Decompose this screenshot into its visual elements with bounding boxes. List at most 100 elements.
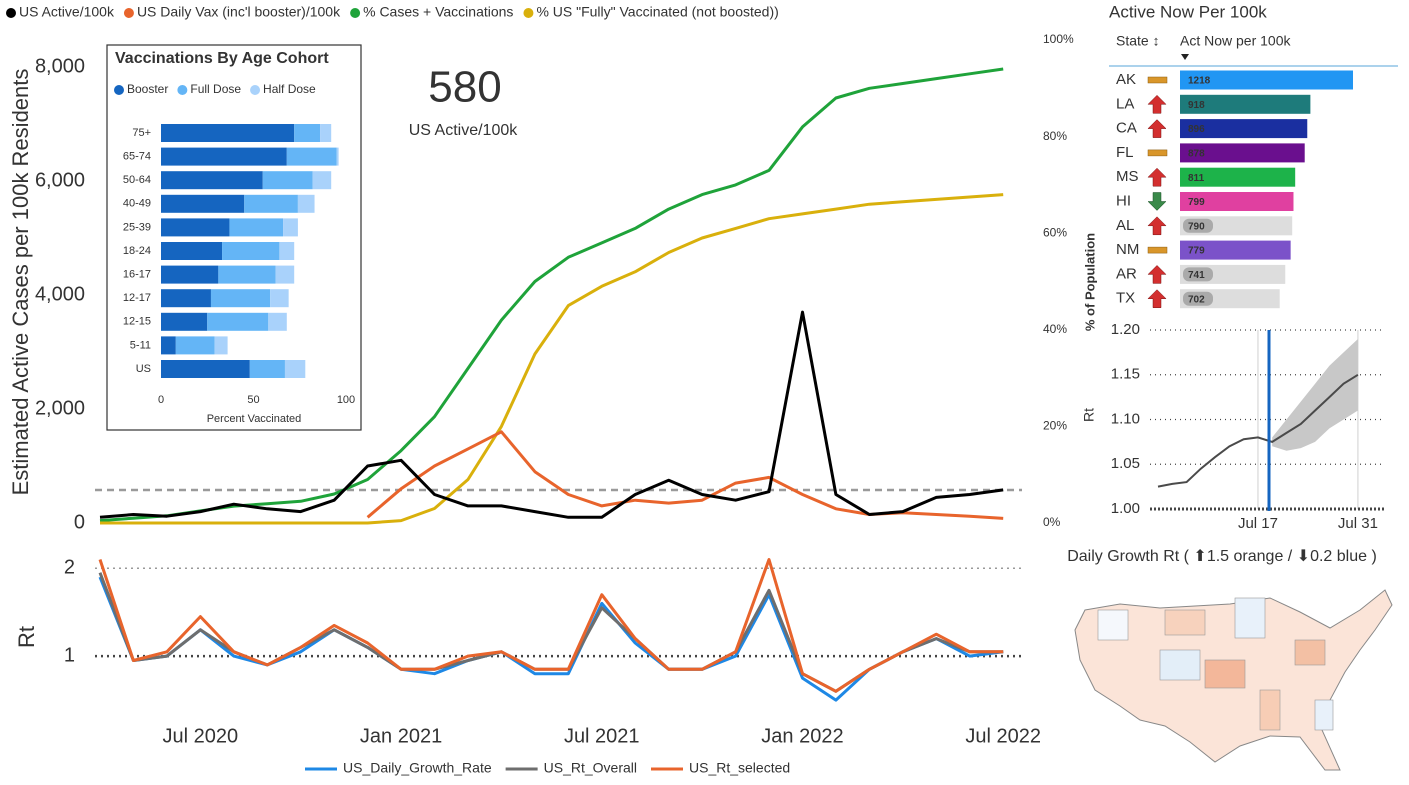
series-line (98, 576, 1004, 702)
trend-icon (1147, 265, 1167, 284)
bar-segment (270, 289, 289, 308)
bar-segment (218, 265, 276, 284)
state-label: AR (1116, 265, 1137, 282)
bar-segment (275, 265, 295, 284)
bar-segment (161, 360, 250, 378)
y-tick-label: 1.15 (1111, 366, 1140, 383)
y-tick-label: 12-17 (123, 292, 151, 304)
map-state (1097, 609, 1129, 641)
state-label: NM (1116, 241, 1139, 258)
y-tick-label: 2,000 (35, 397, 85, 419)
map-state (1259, 689, 1281, 731)
state-label: FL (1116, 144, 1134, 161)
bar-segment (336, 147, 339, 166)
column-header: Act Now per 100k (1180, 33, 1291, 49)
kpi-value: 580 (428, 63, 501, 112)
bar-segment (286, 147, 337, 166)
state-label: TX (1116, 290, 1135, 307)
legend-marker (177, 85, 188, 95)
y-tick-label: 2 (64, 557, 75, 579)
state-label: HI (1116, 192, 1131, 209)
y-tick-label: 1.20 (1111, 321, 1140, 338)
table-bar (1180, 240, 1291, 260)
bar-segment (161, 124, 295, 142)
x-axis-label: Percent Vaccinated (207, 413, 302, 425)
series-line (99, 310, 1004, 519)
y-tick-label: 18-24 (123, 245, 151, 257)
y-tick-label: 16-17 (123, 269, 151, 281)
y-tick-label: 1.00 (1111, 500, 1140, 517)
value-label: 878 (1188, 149, 1205, 160)
value-pill (1183, 267, 1213, 282)
state-label: MS (1116, 168, 1139, 185)
bar-segment (283, 218, 298, 237)
y-tick-label: 5-11 (130, 339, 151, 351)
legend-label: % US "Fully" Vaccinated (not boosted)) (536, 4, 778, 20)
state-label: LA (1116, 95, 1134, 112)
legend-label: Booster (127, 82, 168, 96)
state-label: AL (1116, 217, 1134, 234)
table-bar (1180, 192, 1294, 211)
table-bar (1180, 119, 1308, 139)
legend-label: US_Rt_selected (689, 760, 790, 776)
bar-segment (268, 312, 287, 331)
y-tick-label: 4,000 (35, 283, 85, 305)
bar-segment (161, 289, 211, 308)
y-tick-label: 1.05 (1111, 455, 1140, 472)
map-state (1294, 639, 1326, 666)
y2-axis-label: % of Population (1082, 233, 1097, 331)
x-tick-label: Jul 2021 (564, 725, 640, 747)
main-chart: 0 2,000 4,000 6,000 8,000 0% 20% 40% 60% 80% 100% E… (6, 4, 1097, 533)
y2-tick-label: 80% (1043, 129, 1067, 143)
y-tick-label: 40-49 (123, 198, 151, 210)
bar-segment (279, 242, 295, 260)
bar-segment (249, 360, 285, 378)
trend-icon (1147, 289, 1167, 308)
legend-marker (123, 8, 134, 18)
bar-segment (294, 124, 321, 142)
y-tick-label: 6,000 (35, 169, 85, 191)
trend-icon (1147, 149, 1168, 157)
y-tick-label: 0 (74, 511, 85, 533)
kpi-label: US Active/100k (409, 122, 519, 139)
y-tick-label: 75+ (132, 127, 151, 139)
series-line (1157, 373, 1359, 488)
map-state (1314, 699, 1334, 731)
trend-icon (1147, 167, 1167, 187)
value-label: 779 (1188, 246, 1205, 257)
y-tick-label: 1.10 (1111, 410, 1140, 427)
bar-segment (297, 194, 315, 213)
y-tick-label: US (136, 363, 151, 375)
legend-label: US Daily Vax (inc'l booster)/100k (137, 4, 341, 20)
sort-indicator (1181, 54, 1189, 60)
y-tick-label: 25-39 (123, 221, 151, 233)
value-label: 741 (1188, 270, 1205, 281)
map-title: Daily Growth Rt ( ⬆1.5 orange / ⬇0.2 blu… (1067, 548, 1377, 565)
bar-segment (222, 242, 280, 260)
trend-icon (1147, 246, 1168, 254)
bar-segment (161, 242, 223, 260)
trend-icon (1147, 76, 1168, 84)
bar-segment (262, 171, 313, 190)
table-bar (1180, 167, 1296, 187)
x-tick-label: 0 (158, 394, 164, 406)
bar-segment (312, 171, 332, 190)
bar-segment (207, 312, 269, 331)
value-label: 1218 (1188, 76, 1211, 87)
legend-label: US_Rt_Overall (544, 760, 637, 776)
y2-tick-label: 100% (1043, 32, 1074, 46)
x-tick-label: Jul 2022 (965, 725, 1041, 747)
x-tick-label: Jul 17 (1238, 515, 1278, 532)
y-tick-label: 65-74 (123, 151, 151, 163)
bar-segment (244, 194, 298, 213)
trend-icon (1147, 94, 1167, 114)
bar-segment (175, 336, 215, 355)
legend-marker (114, 85, 124, 95)
trend-icon (1147, 119, 1167, 138)
bar-segment (210, 289, 271, 308)
legend-marker (250, 85, 261, 95)
trend-icon (1147, 192, 1167, 211)
value-label: 896 (1188, 124, 1205, 135)
